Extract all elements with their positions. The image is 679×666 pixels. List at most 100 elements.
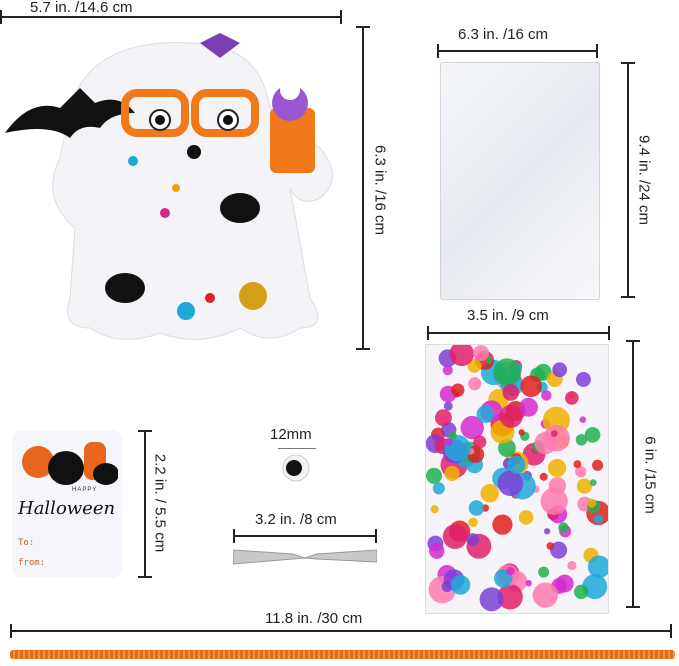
- ghost-width-line: [0, 10, 342, 24]
- gem-sticker: [548, 477, 567, 495]
- gem-sticker: [506, 566, 515, 576]
- gem-sticker: [467, 358, 482, 373]
- gem-sticker: [449, 345, 475, 367]
- gem-sticker: [574, 584, 589, 600]
- ghost-height-line: [356, 26, 370, 350]
- gem-sticker-sheet-image: [425, 344, 609, 614]
- gem-sticker: [541, 390, 552, 401]
- gem-sticker: [519, 397, 538, 417]
- gem-sticker: [468, 500, 485, 516]
- googly-eye-image: [282, 454, 310, 482]
- gem-sticker: [450, 575, 471, 595]
- gem-sticker: [593, 514, 604, 524]
- tag-from-field: from:: [18, 558, 46, 568]
- sticker-height-label: 6 in. /15 cm: [641, 436, 659, 514]
- tag-height-label: 2.2 in. / 5.5 cm: [151, 453, 169, 553]
- tag-happy-text: HAPPY: [72, 487, 98, 493]
- gem-sticker: [586, 498, 597, 508]
- gem-sticker: [587, 555, 608, 579]
- string-length-line: [10, 624, 672, 638]
- gem-sticker: [451, 383, 465, 397]
- gem-sticker: [548, 458, 567, 478]
- gem-sticker: [492, 514, 513, 535]
- gem-sticker: [430, 505, 439, 514]
- gem-sticker: [426, 467, 443, 484]
- gem-sticker: [575, 434, 588, 446]
- gem-sticker: [429, 543, 445, 559]
- gem-sticker: [476, 405, 495, 423]
- gem-sticker: [579, 416, 587, 423]
- orange-string-image: [10, 650, 675, 659]
- gem-sticker: [518, 510, 534, 525]
- twist-tie-length-label: 3.2 in. /8 cm: [255, 511, 337, 528]
- gem-sticker: [434, 409, 452, 427]
- ghost-height-label: 6.3 in. /16 cm: [371, 144, 389, 236]
- gem-sticker: [565, 391, 579, 405]
- gem-sticker: [582, 574, 608, 600]
- bag-height-line: [621, 62, 635, 298]
- gem-sticker: [468, 517, 478, 528]
- gem-sticker: [432, 482, 445, 495]
- ghost-width-label: 5.7 in. /14.6 cm: [30, 0, 133, 16]
- pumpkins-icon: [22, 442, 118, 485]
- gem-sticker: [575, 466, 587, 478]
- gem-sticker: [497, 583, 523, 610]
- gem-sticker: [448, 431, 457, 440]
- gem-sticker: [558, 522, 569, 533]
- gem-sticker: [575, 371, 591, 387]
- tag-to-field: To:: [18, 538, 35, 548]
- gem-sticker: [442, 365, 453, 376]
- gem-sticker: [473, 345, 490, 361]
- gem-sticker: [543, 528, 551, 535]
- bag-height-label: 9.4 in. /24 cm: [635, 134, 653, 226]
- gem-sticker: [499, 404, 523, 428]
- bag-width-line: [437, 44, 598, 58]
- gem-sticker: [552, 362, 568, 378]
- gem-sticker: [540, 487, 568, 515]
- gem-sticker: [502, 384, 520, 401]
- bat-icon: [5, 88, 135, 138]
- gem-sticker: [551, 430, 558, 437]
- gem-sticker: [460, 415, 484, 440]
- gem-sticker: [576, 478, 593, 494]
- gem-sticker: [539, 472, 548, 481]
- gem-sticker: [567, 560, 577, 571]
- gem-sticker: [525, 580, 532, 587]
- gem-sticker: [442, 524, 468, 549]
- gift-tag: HAPPY Halloween To: from:: [12, 430, 122, 578]
- sticker-width-label: 3.5 in. /9 cm: [467, 307, 549, 324]
- sticker-height-line: [626, 340, 640, 608]
- gem-sticker: [592, 459, 604, 471]
- gem-sticker: [520, 375, 542, 398]
- gem-sticker: [480, 483, 499, 503]
- gem-sticker: [538, 566, 550, 578]
- gem-sticker: [473, 435, 487, 449]
- gem-sticker: [573, 460, 582, 469]
- gem-sticker: [550, 541, 568, 559]
- gem-sticker: [589, 479, 597, 487]
- gem-sticker: [444, 465, 460, 482]
- gem-sticker: [534, 431, 557, 455]
- gem-sticker: [493, 358, 521, 386]
- gem-sticker: [584, 427, 601, 443]
- twist-ties-image: [233, 549, 377, 565]
- string-length-label: 11.8 in. /30 cm: [265, 610, 363, 627]
- treat-bags-image: [440, 62, 600, 300]
- gem-sticker: [443, 401, 453, 411]
- bag-width-label: 6.3 in. /16 cm: [458, 26, 549, 43]
- gem-sticker: [518, 429, 525, 436]
- twist-tie-line: [233, 529, 377, 543]
- sticker-width-line: [427, 326, 610, 340]
- tag-halloween-text: Halloween: [18, 498, 116, 519]
- tag-height-line: [138, 430, 152, 578]
- gem-sticker: [468, 377, 482, 391]
- gem-sticker: [479, 587, 504, 612]
- gem-sticker: [532, 582, 558, 608]
- gem-sticker: [546, 542, 555, 550]
- ghost-craft-image: [5, 33, 333, 340]
- gem-sticker: [466, 533, 480, 546]
- gem-sticker: [497, 470, 524, 496]
- gem-sticker: [507, 455, 526, 474]
- eye-size-line: [278, 448, 316, 449]
